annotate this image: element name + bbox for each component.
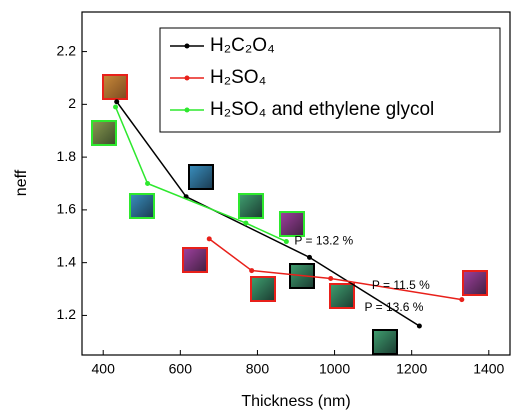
series-line bbox=[116, 101, 420, 327]
photo bbox=[188, 164, 214, 190]
photo bbox=[182, 247, 208, 273]
plot-frame bbox=[81, 11, 511, 356]
point bbox=[328, 275, 334, 281]
y-tick-label: 1.6 bbox=[57, 201, 77, 217]
annotation: P = 11.5 % bbox=[372, 278, 430, 292]
x-tick-label: 1400 bbox=[473, 361, 504, 377]
point bbox=[243, 220, 249, 226]
point bbox=[416, 323, 422, 329]
point bbox=[114, 99, 120, 105]
point bbox=[145, 181, 151, 186]
x-tick-label: 1000 bbox=[319, 361, 350, 377]
x-tick-label: 1200 bbox=[396, 361, 427, 377]
series-line bbox=[208, 238, 462, 301]
photo bbox=[250, 276, 276, 302]
annotation: P = 13.6 % bbox=[365, 300, 424, 314]
legend-marker bbox=[184, 75, 190, 81]
y-tick-label: 2 bbox=[68, 95, 76, 111]
legend-box bbox=[159, 27, 501, 133]
y-axis-label: neff bbox=[13, 169, 30, 196]
series-line bbox=[114, 106, 287, 243]
legend-label: H₂SO₄ and ethylene glycol bbox=[210, 99, 434, 120]
legend-label: H₂C₂O₄ bbox=[210, 35, 275, 56]
x-tick-label: 600 bbox=[169, 361, 193, 377]
x-axis-label: Thickness (nm) bbox=[241, 393, 350, 410]
y-tick-label: 1.4 bbox=[57, 253, 77, 269]
y-tick-label: 2.2 bbox=[57, 42, 77, 58]
y-tick-label: 1.8 bbox=[57, 148, 77, 164]
photo bbox=[329, 283, 355, 309]
photo bbox=[129, 193, 155, 219]
photo bbox=[279, 211, 305, 237]
photo bbox=[91, 120, 117, 146]
legend-label: H₂SO₄ bbox=[210, 67, 267, 88]
photo bbox=[102, 74, 128, 100]
photo bbox=[238, 193, 264, 219]
point bbox=[283, 239, 289, 245]
point bbox=[306, 254, 312, 260]
photo bbox=[462, 270, 488, 296]
sample-photos bbox=[91, 74, 488, 355]
point bbox=[249, 268, 255, 274]
photo bbox=[372, 329, 398, 355]
point bbox=[113, 104, 119, 110]
point bbox=[206, 236, 212, 242]
point bbox=[459, 297, 465, 303]
x-tick-label: 800 bbox=[246, 361, 270, 377]
annotation: P = 13.2 % bbox=[294, 234, 353, 248]
legend-marker bbox=[184, 43, 190, 49]
y-tick-label: 1.2 bbox=[57, 306, 77, 322]
legend-marker bbox=[184, 107, 190, 113]
x-tick-label: 400 bbox=[92, 361, 116, 377]
